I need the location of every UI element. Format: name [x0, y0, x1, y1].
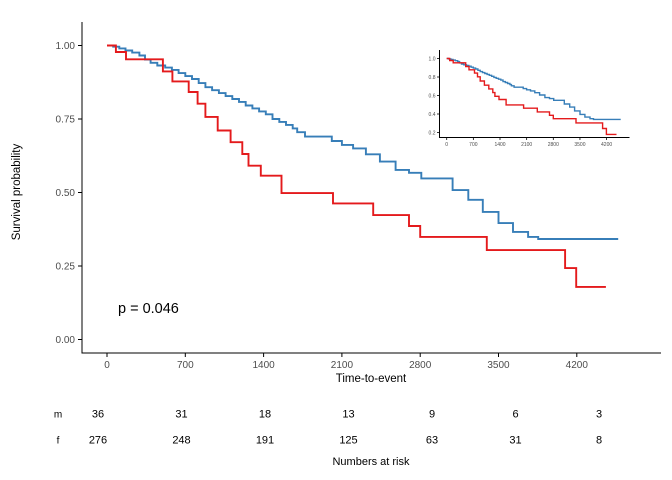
risk-table-caption: Numbers at risk [332, 456, 410, 468]
risk-row-label-m: m [54, 410, 62, 421]
inset-x-tick-label: 4200 [601, 142, 612, 148]
risk-count-m: 36 [92, 409, 104, 421]
x-tick-label: 1400 [252, 360, 275, 371]
x-tick-label: 2800 [409, 360, 432, 371]
inset-y-tick-label: 0.2 [429, 130, 436, 136]
inset-x-tick-label: 3500 [574, 142, 585, 148]
survival-curve-f [107, 44, 619, 240]
inset-x-tick-label: 2800 [548, 142, 559, 148]
p-value-annotation: p = 0.046 [118, 301, 179, 317]
y-tick-label: 0.50 [56, 188, 76, 199]
risk-count-f: 248 [172, 435, 190, 447]
risk-count-f: 8 [596, 435, 602, 447]
inset-x-tick-label: 0 [445, 142, 448, 148]
inset-survival-curve-f [446, 57, 621, 121]
risk-count-m: 3 [596, 409, 602, 421]
risk-count-f: 31 [509, 435, 521, 447]
x-tick-label: 3500 [487, 360, 510, 371]
x-tick-label: 700 [177, 360, 194, 371]
risk-count-m: 31 [175, 409, 187, 421]
inset-x-tick-label: 1400 [494, 142, 505, 148]
x-axis-title: Time-to-event [335, 373, 407, 385]
inset-y-tick-label: 1.0 [429, 56, 436, 62]
inset-y-tick-label: 0.6 [429, 93, 436, 99]
inset-survival-curve-m [446, 57, 617, 136]
y-tick-label: 0.75 [56, 115, 76, 126]
risk-row-label-f: f [57, 436, 60, 447]
risk-count-f: 125 [339, 435, 357, 447]
x-tick-label: 4200 [566, 360, 589, 371]
x-tick-label: 2100 [331, 360, 354, 371]
inset-y-tick-label: 0.8 [429, 75, 436, 81]
risk-count-f: 276 [89, 435, 107, 447]
y-tick-label: 0.00 [56, 335, 76, 346]
risk-count-f: 63 [426, 435, 438, 447]
risk-count-m: 18 [259, 409, 271, 421]
y-tick-label: 0.25 [56, 262, 76, 273]
risk-count-f: 191 [256, 435, 274, 447]
y-axis-title: Survival probability [11, 143, 23, 241]
inset-x-tick-label: 700 [469, 142, 478, 148]
risk-count-m: 6 [512, 409, 518, 421]
risk-count-m: 13 [342, 409, 354, 421]
inset-x-tick-label: 2100 [521, 142, 532, 148]
y-tick-label: 1.00 [56, 41, 76, 52]
survival-curve-m [107, 44, 606, 288]
inset-y-tick-label: 0.4 [429, 112, 436, 118]
risk-count-m: 9 [429, 409, 435, 421]
x-tick-label: 0 [104, 360, 110, 371]
